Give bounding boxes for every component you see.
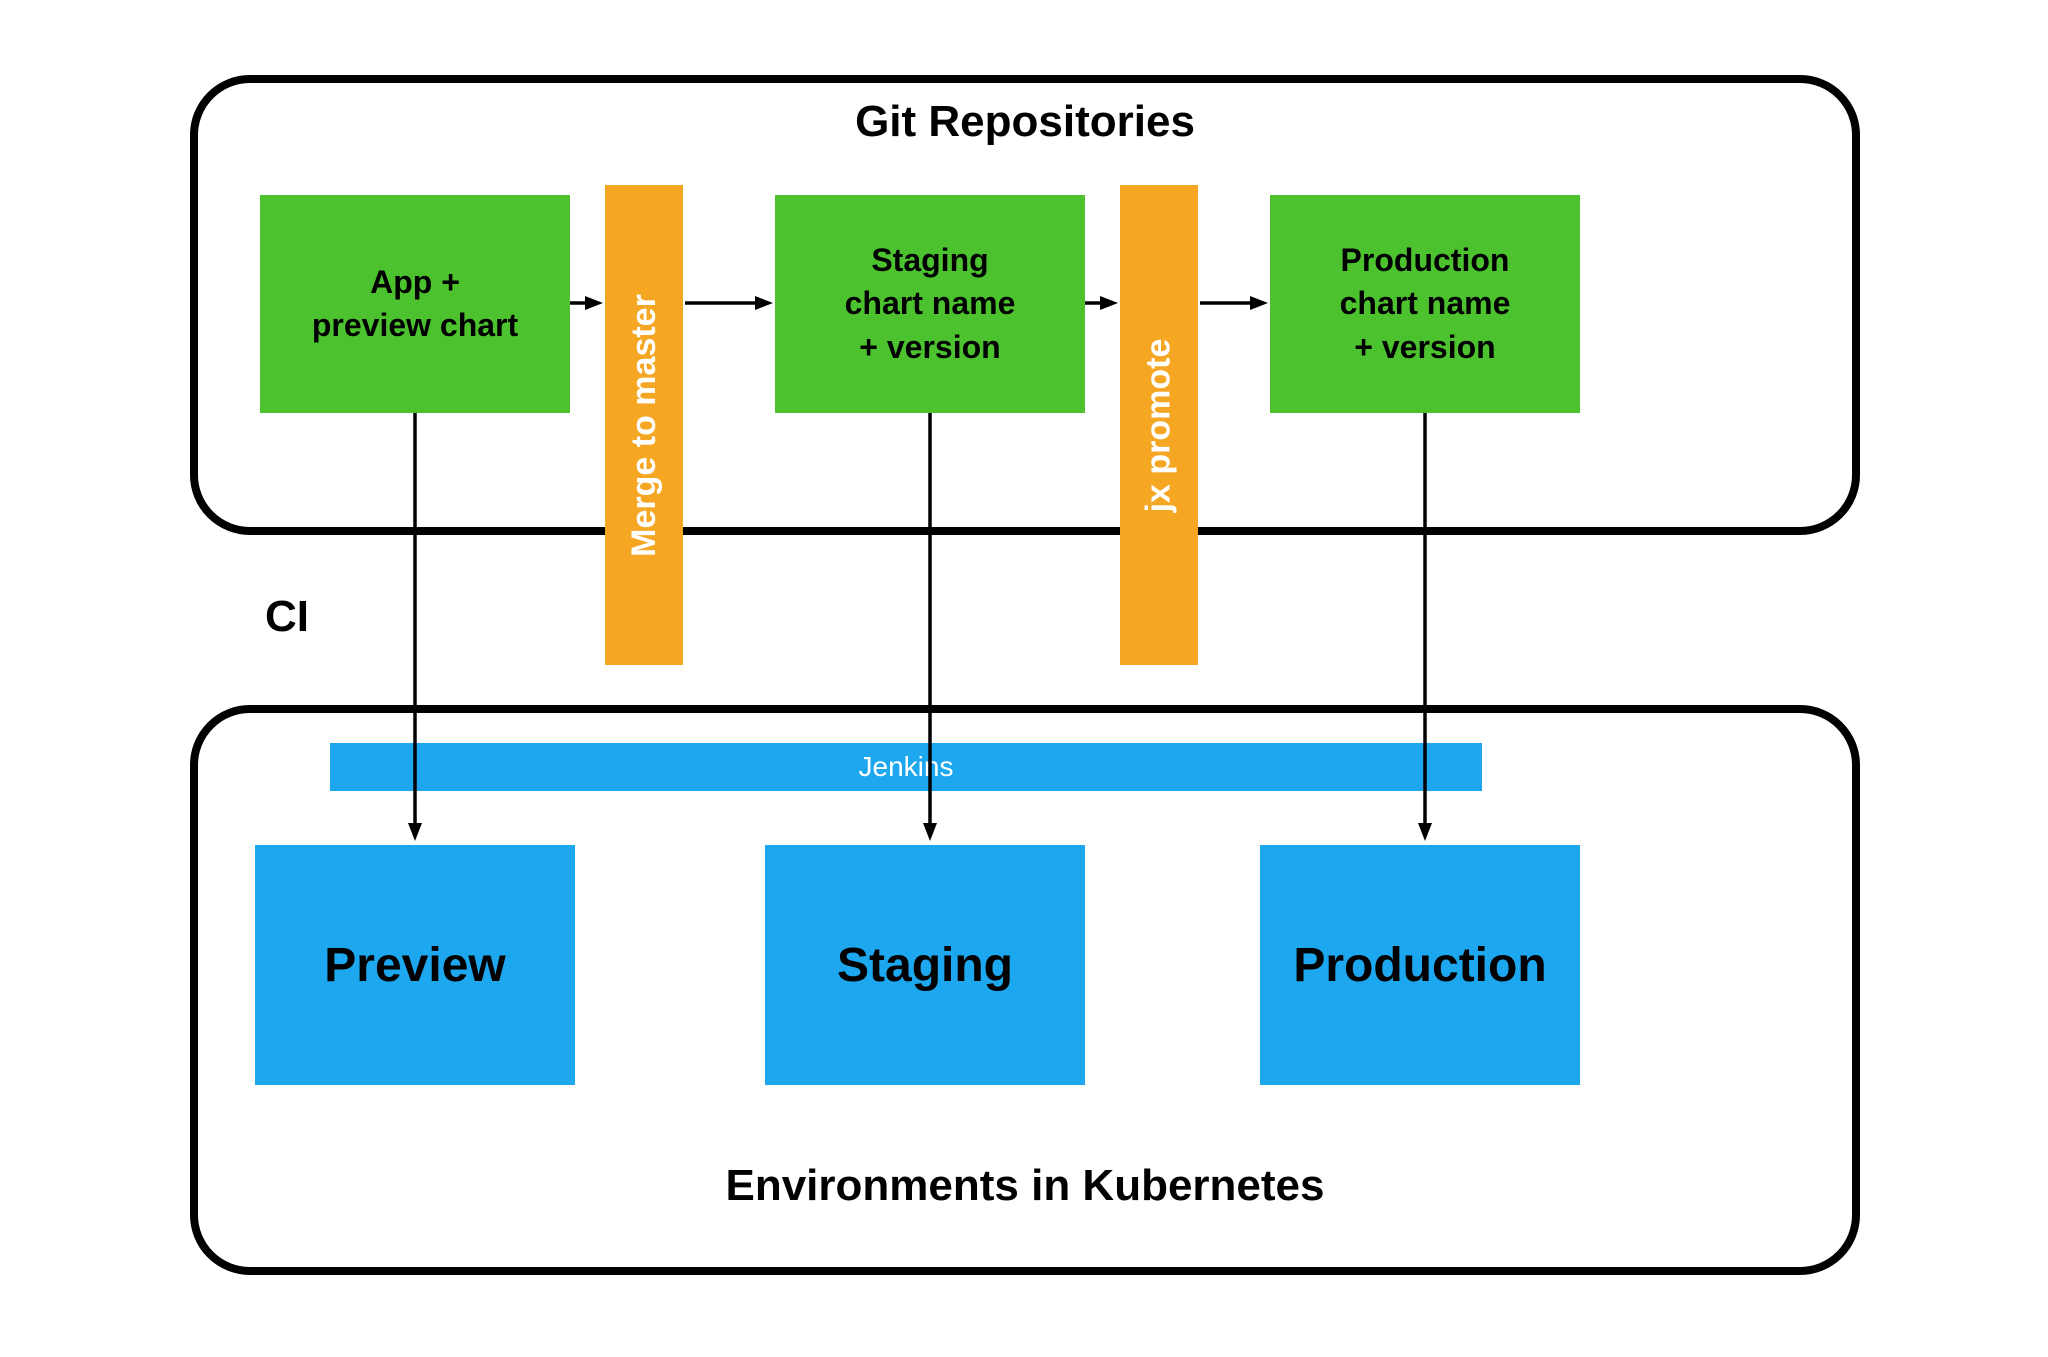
production-chart-label: Productionchart name+ version xyxy=(1340,239,1511,369)
jenkins-label: Jenkins xyxy=(859,751,954,783)
git-repositories-title: Git Repositories xyxy=(190,97,1860,147)
staging-env-label: Staging xyxy=(837,938,1013,993)
ci-label: CI xyxy=(265,592,309,642)
preview-env-box: Preview xyxy=(255,845,575,1085)
production-env-label: Production xyxy=(1293,938,1546,993)
diagram-canvas: Git Repositories Environments in Kuberne… xyxy=(0,0,2048,1357)
jx-promote-label: jx promote xyxy=(1140,338,1179,512)
merge-to-master-box: Merge to master xyxy=(605,185,683,665)
merge-to-master-label: Merge to master xyxy=(625,294,664,557)
staging-chart-box: Stagingchart name+ version xyxy=(775,195,1085,413)
jx-promote-box: jx promote xyxy=(1120,185,1198,665)
app-preview-chart-box: App +preview chart xyxy=(260,195,570,413)
staging-chart-label: Stagingchart name+ version xyxy=(845,239,1016,369)
preview-env-label: Preview xyxy=(324,938,505,993)
environments-title: Environments in Kubernetes xyxy=(190,1161,1860,1211)
production-chart-box: Productionchart name+ version xyxy=(1270,195,1580,413)
jenkins-bar: Jenkins xyxy=(330,743,1482,791)
production-env-box: Production xyxy=(1260,845,1580,1085)
staging-env-box: Staging xyxy=(765,845,1085,1085)
app-preview-chart-label: App +preview chart xyxy=(312,261,518,347)
